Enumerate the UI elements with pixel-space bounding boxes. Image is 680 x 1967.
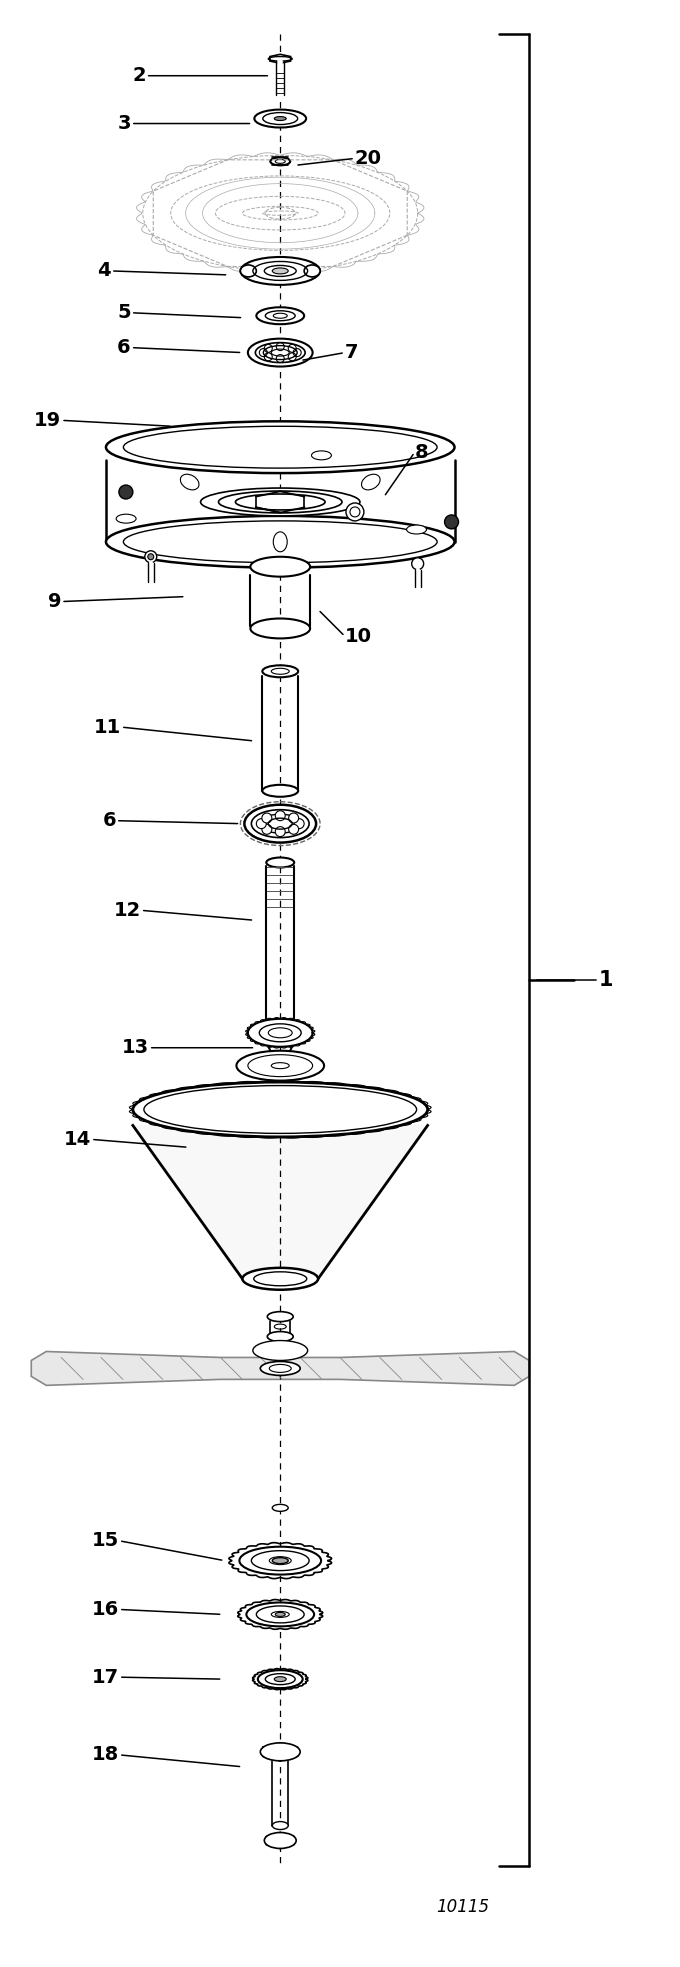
Ellipse shape [201,488,360,515]
Text: 1: 1 [599,970,613,989]
Ellipse shape [253,1341,307,1361]
Text: 10: 10 [345,627,372,645]
Ellipse shape [262,665,298,677]
Text: 11: 11 [94,718,121,736]
Ellipse shape [248,338,313,366]
Circle shape [145,551,157,563]
Ellipse shape [274,116,286,120]
Ellipse shape [218,492,342,513]
Text: 17: 17 [92,1668,119,1686]
Circle shape [294,818,304,828]
Text: 14: 14 [64,1129,91,1149]
Circle shape [148,555,154,561]
Ellipse shape [133,1082,428,1137]
Text: 10115: 10115 [437,1898,490,1916]
Text: 3: 3 [118,114,131,134]
Ellipse shape [262,785,298,797]
Ellipse shape [272,1558,288,1564]
Polygon shape [270,55,290,63]
Ellipse shape [304,266,320,277]
Text: 6: 6 [117,338,131,358]
Ellipse shape [274,1676,286,1682]
Ellipse shape [239,1546,321,1574]
Ellipse shape [256,307,304,325]
Circle shape [411,559,424,570]
Ellipse shape [267,1312,293,1322]
Circle shape [119,486,133,500]
Text: 7: 7 [345,342,358,362]
Ellipse shape [235,494,325,509]
Ellipse shape [246,1603,314,1627]
Ellipse shape [241,258,320,285]
Text: 12: 12 [114,901,141,921]
Circle shape [262,824,272,834]
Ellipse shape [272,268,288,273]
Circle shape [275,826,285,836]
Text: 18: 18 [92,1745,119,1764]
Ellipse shape [116,513,136,523]
Text: 8: 8 [415,443,428,462]
Ellipse shape [270,157,290,165]
Ellipse shape [237,1050,324,1080]
Text: 6: 6 [102,810,116,830]
Circle shape [262,812,272,822]
Circle shape [288,812,299,822]
Text: 20: 20 [355,149,382,167]
Ellipse shape [248,1019,313,1046]
Ellipse shape [362,474,380,490]
Ellipse shape [242,1269,318,1290]
Ellipse shape [267,1332,293,1341]
Ellipse shape [250,557,310,576]
Circle shape [275,810,285,820]
Ellipse shape [244,805,316,842]
Text: 15: 15 [92,1530,119,1550]
Ellipse shape [180,474,199,490]
Text: 4: 4 [97,262,111,281]
Ellipse shape [265,1833,296,1849]
Circle shape [445,515,458,529]
Ellipse shape [254,110,306,128]
Circle shape [256,818,267,828]
Ellipse shape [260,1361,300,1375]
Ellipse shape [275,1613,285,1617]
Ellipse shape [311,450,331,460]
Ellipse shape [273,531,287,553]
Ellipse shape [272,1505,288,1511]
Ellipse shape [241,266,256,277]
Text: 19: 19 [34,411,61,431]
Text: 13: 13 [122,1039,149,1056]
Bar [267,867,293,1043]
Ellipse shape [272,1821,288,1829]
Ellipse shape [267,858,294,867]
Text: 9: 9 [48,592,61,612]
Text: 5: 5 [117,303,131,323]
Text: 2: 2 [132,67,146,85]
Polygon shape [135,1125,426,1279]
Ellipse shape [260,1743,300,1760]
Circle shape [288,824,299,834]
Ellipse shape [274,1056,286,1062]
Circle shape [346,504,364,521]
Ellipse shape [106,421,454,474]
Polygon shape [31,1351,529,1385]
Ellipse shape [407,525,426,533]
Text: 16: 16 [92,1599,119,1619]
Ellipse shape [258,1670,303,1688]
Ellipse shape [106,515,454,568]
Ellipse shape [250,618,310,639]
